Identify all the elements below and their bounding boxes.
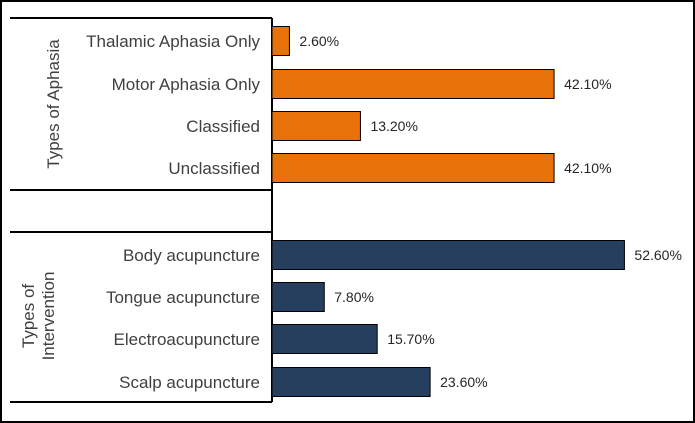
bar-body-acupuncture [271, 240, 625, 270]
bar-scalp-acupuncture [271, 367, 431, 397]
data-label-scalp-acupuncture: 23.60% [440, 374, 487, 390]
category-label-tongue-acupuncture: Tongue acupuncture [106, 288, 260, 307]
group-label-aphasia: Types of Aphasia [44, 39, 63, 169]
data-label-motor-aphasia-only: 42.10% [564, 76, 611, 92]
bar-classified [271, 111, 361, 141]
bar-electroacupuncture [271, 324, 378, 354]
group-label-intervention: Types ofIntervention [19, 272, 58, 361]
data-label-body-acupuncture: 52.60% [634, 247, 681, 263]
category-label-body-acupuncture: Body acupuncture [123, 246, 260, 265]
category-label-thalamic-aphasia-only: Thalamic Aphasia Only [86, 32, 260, 51]
bar-tongue-acupuncture [271, 282, 325, 312]
category-label-classified: Classified [186, 117, 260, 136]
category-label-unclassified: Unclassified [168, 159, 260, 178]
bar-thalamic-aphasia-only [271, 26, 290, 56]
data-label-classified: 13.20% [370, 118, 417, 134]
data-label-electroacupuncture: 15.70% [387, 331, 434, 347]
data-label-unclassified: 42.10% [564, 160, 611, 176]
category-label-electroacupuncture: Electroacupuncture [114, 330, 260, 349]
category-label-scalp-acupuncture: Scalp acupuncture [119, 373, 260, 392]
category-label-motor-aphasia-only: Motor Aphasia Only [112, 75, 261, 94]
bar-unclassified [271, 153, 555, 183]
data-label-thalamic-aphasia-only: 2.60% [299, 33, 339, 49]
bar-motor-aphasia-only [271, 69, 555, 99]
data-label-tongue-acupuncture: 7.80% [334, 289, 374, 305]
